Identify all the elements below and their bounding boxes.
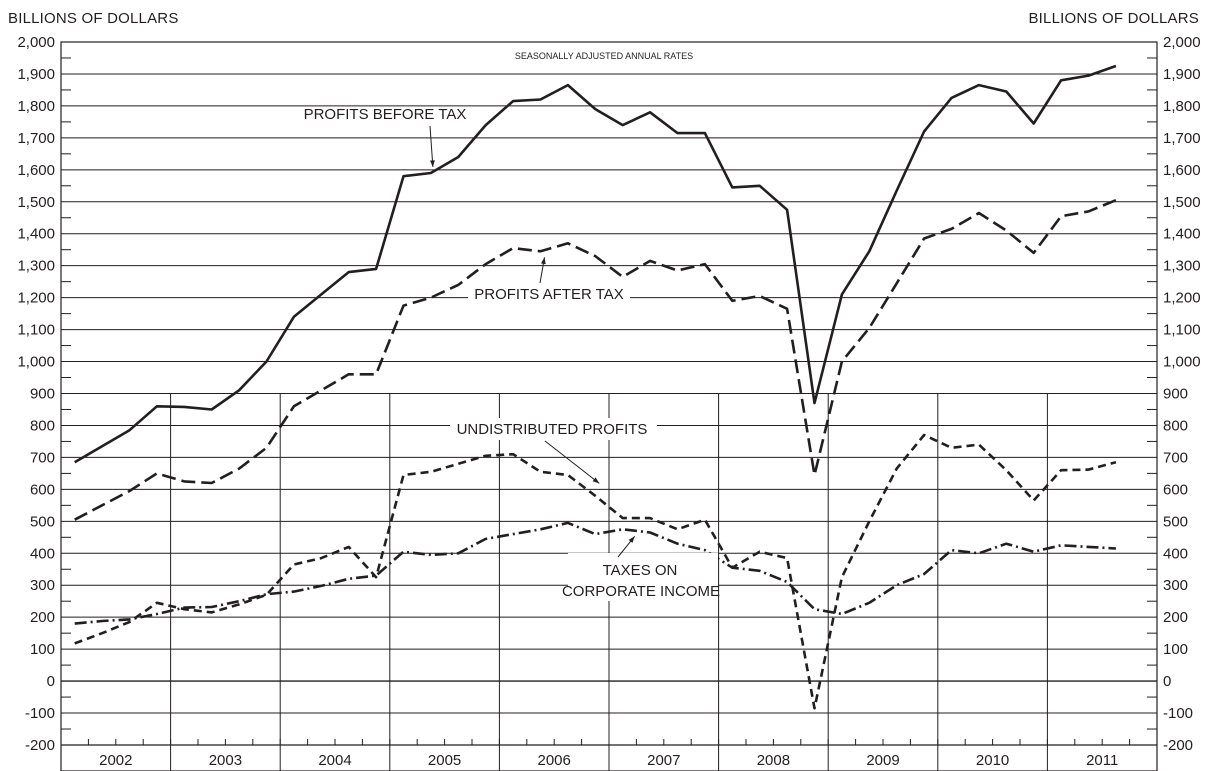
y-tick-label-left: 100: [30, 641, 55, 658]
y-tick-label-right: 0: [1163, 673, 1171, 690]
y-tick-label-left: 500: [30, 513, 55, 530]
y-tick-label-right: 100: [1163, 641, 1188, 658]
annotation-leader: [429, 125, 434, 168]
annotation-bg: [450, 418, 657, 440]
series-line-profits-before-tax: [74, 64, 1117, 464]
y-tick-label-right: 1,500: [1163, 194, 1201, 211]
y-tick-label-left: 200: [30, 609, 55, 626]
y-tick-label-left: 300: [30, 577, 55, 594]
y-tick-label-left: 700: [30, 449, 55, 466]
year-label-2004: 2004: [318, 752, 351, 769]
year-label-2007: 2007: [647, 752, 680, 769]
y-tick-label-left: 2,000: [17, 34, 55, 51]
year-label-2002: 2002: [99, 752, 132, 769]
y-tick-label-left: 0: [47, 673, 55, 690]
y-tick-label-right: 1,200: [1163, 290, 1201, 307]
y-tick-label-right: 1,800: [1163, 98, 1201, 115]
y-tick-label-right: 900: [1163, 386, 1188, 403]
y-tick-label-right: 1,900: [1163, 66, 1201, 83]
annotation-leader: [544, 440, 600, 484]
y-tick-label-left: 600: [30, 481, 55, 498]
y-tick-label-right: 1,300: [1163, 258, 1201, 275]
y-tick-label-left: 1,200: [17, 290, 55, 307]
annotation-bg: [568, 553, 718, 601]
y-tick-label-right: 800: [1163, 417, 1188, 434]
y-tick-label-left: 900: [30, 386, 55, 403]
grid-lines: [60, 41, 1158, 771]
annotation-taxes-line2: CORPORATE INCOME: [562, 583, 720, 600]
year-label-2006: 2006: [538, 752, 571, 769]
annotation-arrowhead: [628, 536, 635, 543]
annotation-arrowhead: [430, 160, 435, 168]
annotation-profits-after-tax: PROFITS AFTER TAX: [474, 286, 623, 303]
y-tick-label-left: -100: [25, 705, 55, 722]
plot-frame: [60, 41, 1158, 771]
annotation-arrowhead: [592, 477, 600, 484]
y-tick-label-left: 1,600: [17, 162, 55, 179]
annotation-bg: [468, 283, 630, 305]
y-tick-label-right: 1,700: [1163, 130, 1201, 147]
axes: [60, 41, 1158, 771]
y-tick-label-left: -200: [25, 737, 55, 754]
chart-subtitle: SEASONALLY ADJUSTED ANNUAL RATES: [515, 51, 693, 61]
y-tick-label-left: 1,700: [17, 130, 55, 147]
year-label-2011: 2011: [1086, 752, 1118, 769]
y-tick-label-right: 500: [1163, 513, 1188, 530]
series-line-profits-after-tax: [74, 198, 1117, 521]
y-tick-label-right: 1,100: [1163, 322, 1201, 339]
year-label-2005: 2005: [428, 752, 461, 769]
year-labels: 2002 2003 2004 2005 2006 2007 2008 2009 2010 2011: [99, 752, 1118, 769]
y-tick-label-left: 1,800: [17, 98, 55, 115]
y-tick-label-left: 1,500: [17, 194, 55, 211]
annotation-arrowhead: [541, 257, 546, 265]
series-line-undistributed-profits: [74, 433, 1117, 710]
y-tick-label-right: 600: [1163, 481, 1188, 498]
year-label-2009: 2009: [866, 752, 899, 769]
y-tick-label-left: 1,300: [17, 258, 55, 275]
y-tick-label-right: 1,000: [1163, 354, 1201, 371]
year-label-2008: 2008: [757, 752, 790, 769]
y-tick-label-left: 800: [30, 417, 55, 434]
y-ticks-left: -200 -100 0 100 200 300 400 500 600 700 800 900 1,00…: [17, 34, 55, 754]
y-tick-label-right: 1,600: [1163, 162, 1201, 179]
y-tick-label-left: 1,400: [17, 226, 55, 243]
y-tick-label-right: 1,400: [1163, 226, 1201, 243]
y-tick-label-right: 400: [1163, 545, 1188, 562]
y-tick-label-left: 400: [30, 545, 55, 562]
year-label-2010: 2010: [976, 752, 1009, 769]
y-tick-label-left: 1,000: [17, 354, 55, 371]
annotation-profits-before-tax: PROFITS BEFORE TAX: [304, 106, 467, 123]
y-tick-label-right: -100: [1163, 705, 1193, 722]
y-tick-label-right: 300: [1163, 577, 1188, 594]
annotations: PROFITS BEFORE TAX PROFITS AFTER TAX UNDIS…: [304, 106, 720, 601]
y-tick-label-right: 2,000: [1163, 34, 1201, 51]
y-tick-label-right: 200: [1163, 609, 1188, 626]
right-axis-unit-label: BILLIONS OF DOLLARS: [1028, 10, 1199, 27]
y-tick-label-right: 700: [1163, 449, 1188, 466]
annotation-undistributed-profits: UNDISTRIBUTED PROFITS: [457, 421, 648, 438]
data-series: [74, 64, 1117, 710]
y-ticks-right: -200 -100 0 100 200 300 400 500 600 700 800 900 1,00…: [1163, 34, 1201, 754]
y-tick-label-left: 1,100: [17, 322, 55, 339]
series-line-taxes-on-corporate-income: [74, 521, 1116, 625]
annotation-taxes-line1: TAXES ON: [603, 562, 678, 579]
y-tick-label-right: -200: [1163, 737, 1193, 754]
left-axis-unit-label: BILLIONS OF DOLLARS: [8, 10, 179, 27]
year-label-2003: 2003: [209, 752, 242, 769]
y-tick-label-left: 1,900: [17, 66, 55, 83]
